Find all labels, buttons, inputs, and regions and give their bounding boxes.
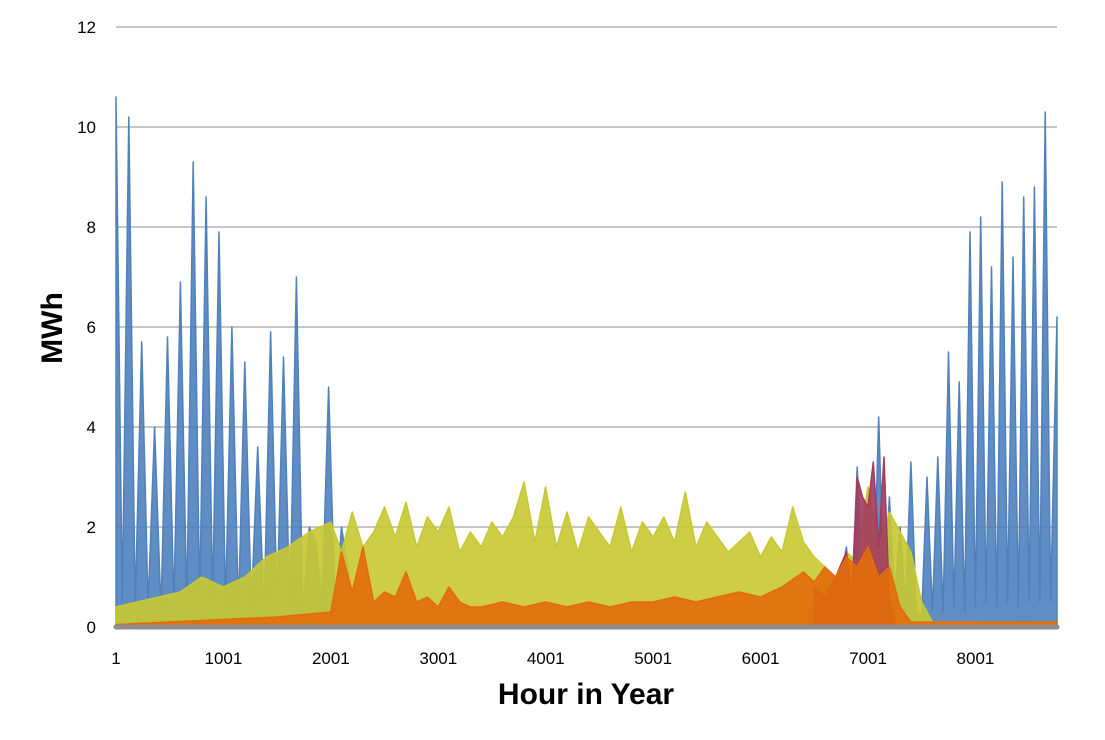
x-tick-label: 7001: [849, 649, 887, 668]
x-tick-label: 5001: [634, 649, 672, 668]
y-tick-label: 12: [77, 18, 96, 37]
y-axis-ticks: 0 2 4 6 8 10 12: [77, 18, 96, 637]
x-tick-label: 4001: [527, 649, 565, 668]
y-tick-label: 8: [87, 218, 96, 237]
x-tick-label: 8001: [957, 649, 995, 668]
y-tick-label: 6: [87, 318, 96, 337]
y-tick-label: 2: [87, 518, 96, 537]
series-area-4: [115, 546, 1058, 628]
series-layer: [113, 96, 1060, 630]
x-tick-label: 1: [111, 649, 120, 668]
y-tick-label: 10: [77, 118, 96, 137]
y-tick-label: 0: [87, 618, 96, 637]
x-tick-label: 6001: [742, 649, 780, 668]
y-axis-title: MWh: [36, 292, 69, 364]
x-axis-ticks: 1 1001 2001 3001 4001 5001 6001 7001 8001: [111, 649, 994, 668]
x-tick-label: 2001: [312, 649, 350, 668]
x-tick-label: 1001: [205, 649, 243, 668]
y-tick-label: 4: [87, 418, 96, 437]
x-tick-label: 3001: [419, 649, 457, 668]
x-axis-title: Hour in Year: [498, 678, 675, 711]
